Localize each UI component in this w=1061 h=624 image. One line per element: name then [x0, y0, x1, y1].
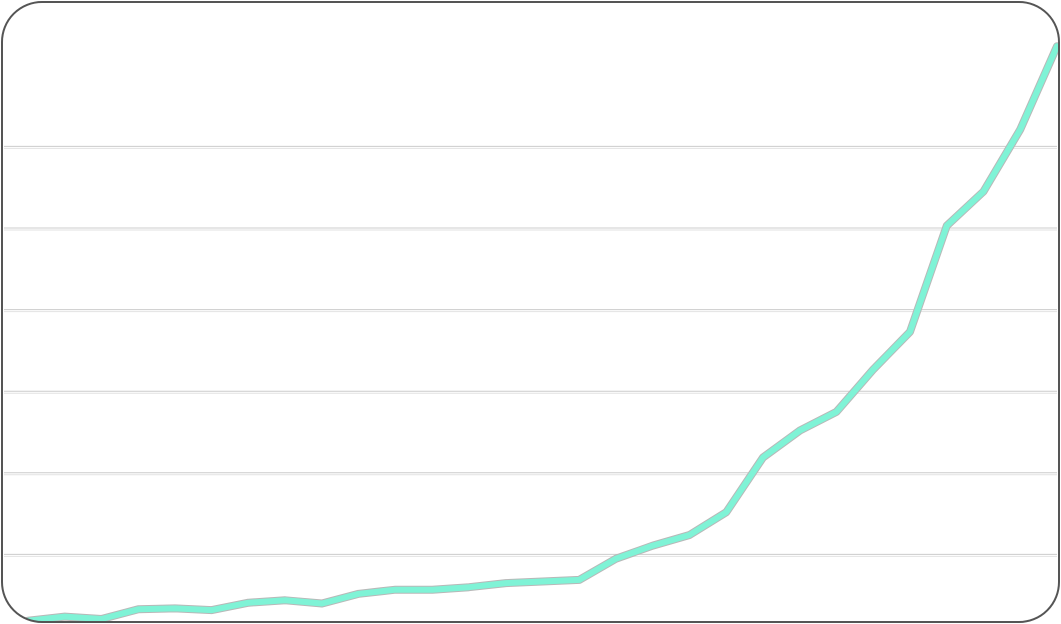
series-line	[25, 43, 1059, 622]
grid-lines	[4, 145, 1057, 557]
series-line-outline	[24, 42, 1059, 622]
series-layer	[24, 42, 1059, 622]
